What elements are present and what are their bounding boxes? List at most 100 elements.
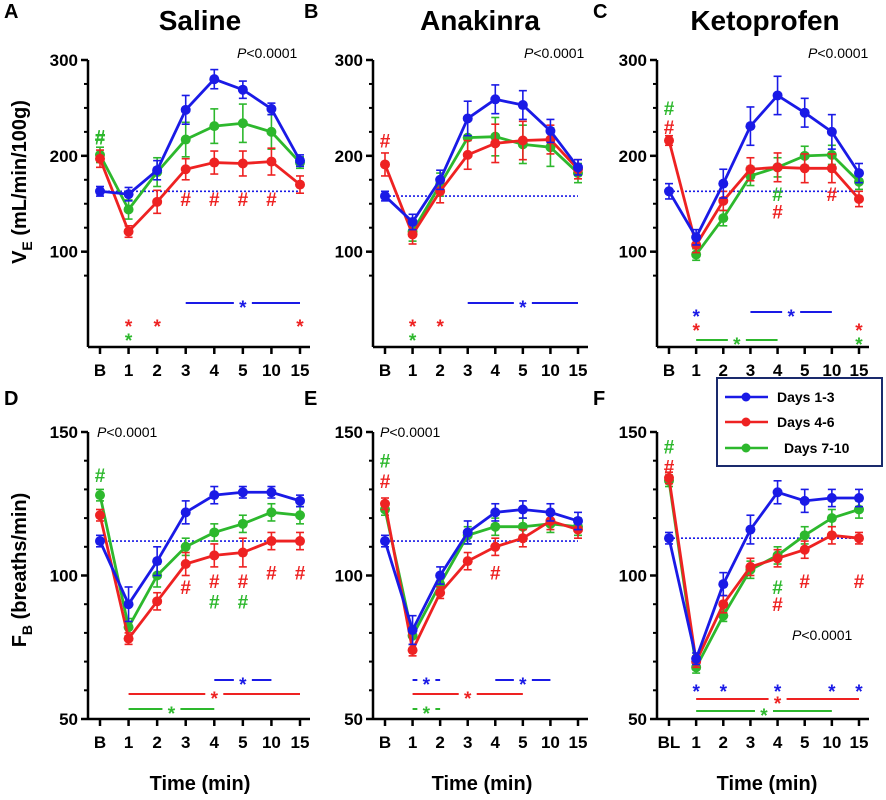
x-tick-label-4: 4 xyxy=(773,361,783,380)
data-point-days-4-6 xyxy=(180,164,191,175)
p-value-label: P<0.0001 xyxy=(524,45,585,61)
column-title-ketoprofen: Ketoprofen xyxy=(690,5,839,36)
series-days-4-6 xyxy=(95,508,305,646)
data-point-days-4-6 xyxy=(152,196,163,207)
hash-significance-mark: # xyxy=(664,118,675,139)
hash-significance-mark: # xyxy=(180,190,191,211)
p-value-label: P<0.0001 xyxy=(808,45,869,61)
significance-asterisk: * xyxy=(239,298,247,319)
significance-asterisk: * xyxy=(436,317,444,338)
hash-significance-mark: # xyxy=(209,572,220,593)
hash-significance-mark: # xyxy=(180,578,191,599)
legend: Days 1-3 Days 4-6 Days 7-10 xyxy=(716,377,883,467)
significance-asterisk: * xyxy=(855,335,863,356)
data-point-days-1-3 xyxy=(152,165,163,176)
data-point-days-4-6 xyxy=(180,559,191,570)
significance-asterisk: * xyxy=(153,317,161,338)
panel-letter-a: A xyxy=(4,1,18,23)
data-point-days-4-6 xyxy=(664,135,674,146)
data-point-days-1-3 xyxy=(407,216,418,227)
data-point-days-1-3 xyxy=(95,536,105,547)
x-tick-label-15: 15 xyxy=(850,361,869,380)
y-tick-label: 200 xyxy=(619,147,647,166)
p-value-label: P<0.0001 xyxy=(237,45,298,61)
data-point-days-7-10 xyxy=(490,521,501,532)
x-tick-label-5: 5 xyxy=(518,733,527,752)
data-point-days-1-3 xyxy=(545,125,556,136)
hash-significance-mark: # xyxy=(827,185,838,206)
hash-significance-mark: # xyxy=(664,437,675,458)
significance-asterisk: * xyxy=(692,321,700,342)
legend-label-days-1-3: Days 1-3 xyxy=(777,389,835,405)
data-point-days-4-6 xyxy=(123,633,134,644)
data-point-days-1-3 xyxy=(573,162,583,173)
panel-letter-d: D xyxy=(4,388,18,410)
significance-asterisk: * xyxy=(828,682,836,703)
hash-significance-mark: # xyxy=(209,592,220,613)
x-tick-label-2: 2 xyxy=(719,733,728,752)
svg-text:FB (breaths/min): FB (breaths/min) xyxy=(9,493,35,648)
data-point-days-7-10 xyxy=(209,121,220,132)
data-point-days-1-3 xyxy=(266,487,277,498)
hash-significance-mark: # xyxy=(854,572,865,593)
x-tick-label-b: B xyxy=(379,733,391,752)
x-tick-label-4: 4 xyxy=(210,733,220,752)
y-tick-label: 200 xyxy=(50,147,78,166)
x-tick-label-4: 4 xyxy=(491,733,501,752)
significance-asterisk: * xyxy=(409,331,417,352)
series-days-1-3 xyxy=(95,485,305,623)
column-title-anakinra: Anakinra xyxy=(420,5,540,36)
hash-significance-mark: # xyxy=(266,190,277,211)
x-tick-label-10: 10 xyxy=(262,733,281,752)
hash-significance-mark: # xyxy=(664,99,675,120)
x-tick-label-2: 2 xyxy=(719,361,728,380)
legend-entry-days-4-6: Days 4-6 xyxy=(725,414,835,430)
hash-significance-mark: # xyxy=(380,132,391,153)
data-point-days-4-6 xyxy=(237,547,248,558)
data-point-days-4-6 xyxy=(266,536,277,547)
data-point-days-1-3 xyxy=(772,487,783,498)
hash-significance-mark: # xyxy=(295,564,306,585)
legend-marker-days-1-3 xyxy=(741,392,751,402)
legend-marker-days-4-6 xyxy=(741,417,751,427)
y-axis-label-fb: FB (breaths/min) xyxy=(9,493,35,648)
data-point-days-1-3 xyxy=(435,570,446,581)
hash-significance-mark: # xyxy=(380,472,391,493)
data-point-days-1-3 xyxy=(718,178,729,189)
hash-significance-mark: # xyxy=(238,572,249,593)
panel-letter-b: B xyxy=(304,1,318,23)
data-point-days-4-6 xyxy=(772,162,783,173)
data-point-days-4-6 xyxy=(380,498,390,509)
x-tick-label-b: B xyxy=(94,361,106,380)
significance-asterisk: * xyxy=(692,682,700,703)
data-point-days-4-6 xyxy=(490,138,501,149)
data-point-days-1-3 xyxy=(664,533,674,544)
data-point-days-1-3 xyxy=(517,100,528,111)
data-point-days-1-3 xyxy=(407,625,418,636)
x-tick-label-15: 15 xyxy=(850,733,869,752)
data-point-days-4-6 xyxy=(772,553,783,564)
data-point-days-7-10 xyxy=(266,507,277,518)
data-point-days-4-6 xyxy=(799,163,810,174)
data-point-days-1-3 xyxy=(435,174,446,185)
x-tick-label-10: 10 xyxy=(822,361,841,380)
series-days-1-3 xyxy=(664,75,864,246)
x-tick-label-5: 5 xyxy=(518,361,527,380)
x-tick-label-bl: BL xyxy=(658,733,681,752)
hash-significance-mark: # xyxy=(95,128,106,149)
data-point-days-1-3 xyxy=(209,490,220,501)
x-tick-label-10: 10 xyxy=(541,733,560,752)
data-point-days-4-6 xyxy=(123,226,134,237)
data-point-days-7-10 xyxy=(237,118,248,129)
data-point-days-1-3 xyxy=(380,191,390,202)
data-point-days-1-3 xyxy=(772,90,783,101)
significance-asterisk: * xyxy=(720,682,728,703)
data-point-days-1-3 xyxy=(745,121,756,132)
x-tick-label-4: 4 xyxy=(210,361,220,380)
data-point-days-4-6 xyxy=(826,163,837,174)
data-point-days-1-3 xyxy=(691,232,702,243)
data-point-days-4-6 xyxy=(95,153,105,164)
panel-letter-e: E xyxy=(304,388,317,410)
